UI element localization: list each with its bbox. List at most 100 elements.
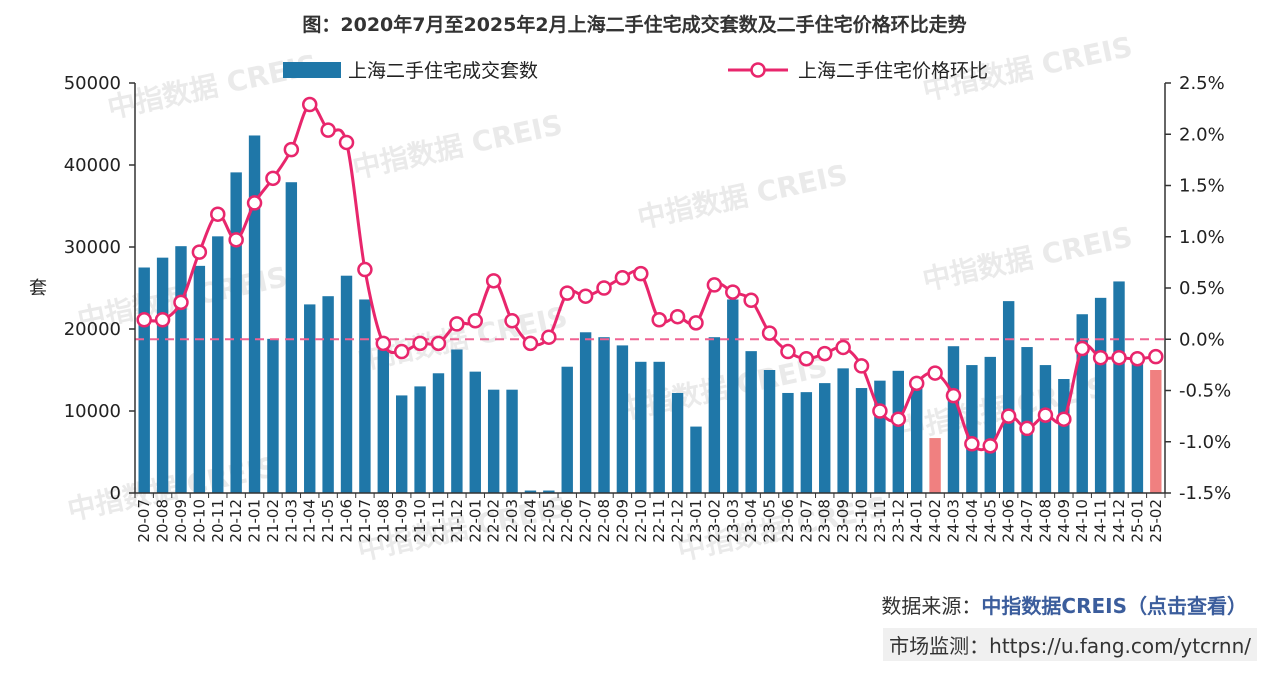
watermark: 中指数据 CREIS bbox=[920, 220, 1136, 297]
x-tick-label: 21-06 bbox=[338, 499, 356, 543]
bar bbox=[377, 349, 390, 493]
bar bbox=[193, 265, 206, 493]
right-tick-label: 1.5% bbox=[1179, 176, 1225, 197]
x-tick-label: 23-04 bbox=[742, 499, 760, 543]
line-point bbox=[357, 261, 373, 278]
x-tick-label: 23-06 bbox=[779, 499, 797, 543]
bar bbox=[267, 338, 279, 493]
line-point bbox=[393, 343, 410, 360]
line-series bbox=[136, 96, 1164, 454]
x-tick-label: 20-09 bbox=[172, 499, 190, 543]
x-tick-label: 23-08 bbox=[816, 499, 834, 543]
x-tick-label: 23-02 bbox=[705, 499, 723, 543]
source-label: 数据来源： bbox=[881, 594, 982, 618]
x-tick-label: 24-04 bbox=[963, 499, 981, 543]
line-point bbox=[798, 350, 815, 367]
left-tick-label: 50000 bbox=[64, 73, 121, 94]
bar bbox=[543, 490, 555, 493]
bar bbox=[1113, 281, 1125, 493]
bar bbox=[745, 351, 757, 493]
x-tick-label: 22-09 bbox=[613, 499, 631, 543]
line-point bbox=[430, 335, 447, 352]
x-tick-label: 21-04 bbox=[301, 499, 319, 543]
line-point bbox=[449, 316, 465, 332]
bar bbox=[1150, 370, 1162, 493]
legend-line-label: 上海二手住宅价格环比 bbox=[798, 60, 988, 82]
bar bbox=[966, 365, 978, 493]
x-tick-label: 20-12 bbox=[227, 499, 245, 543]
bar bbox=[598, 337, 610, 493]
x-tick-label: 22-05 bbox=[540, 499, 558, 543]
line-point bbox=[669, 308, 686, 325]
axes: 0 10000 20000 30000 40000 50000 -1.5% -1.0% -0.5… bbox=[29, 73, 1231, 543]
market-monitor: 市场监测：https://u.fang.com/ytcrnn/ bbox=[883, 628, 1257, 661]
x-tick-label: 21-01 bbox=[246, 499, 264, 543]
bar bbox=[800, 392, 813, 493]
legend-line-marker bbox=[750, 62, 766, 78]
line-point bbox=[1019, 420, 1035, 437]
x-tick-label: 24-12 bbox=[1110, 499, 1128, 543]
x-tick-label: 24-05 bbox=[981, 499, 999, 543]
x-tick-label: 25-01 bbox=[1128, 499, 1146, 543]
x-tick-label: 23-01 bbox=[687, 499, 705, 543]
bar bbox=[727, 299, 739, 493]
line-point bbox=[522, 335, 539, 352]
x-tick-label: 21-11 bbox=[429, 499, 447, 543]
x-tick-label: 21-12 bbox=[448, 499, 466, 543]
line-point bbox=[577, 288, 594, 304]
x-tick-label: 22-02 bbox=[485, 499, 503, 543]
right-tick-label: -1.5% bbox=[1179, 483, 1231, 504]
bar bbox=[984, 356, 996, 493]
line-point bbox=[338, 134, 355, 151]
bar bbox=[285, 182, 298, 493]
bar bbox=[819, 383, 831, 493]
bar bbox=[855, 388, 868, 493]
x-tick-label: 24-03 bbox=[944, 499, 962, 543]
source-link[interactable]: 中指数据CREIS（点击查看） bbox=[981, 594, 1247, 618]
x-tick-label: 23-03 bbox=[724, 499, 742, 543]
bar bbox=[248, 135, 261, 494]
chart-title: 图：2020年7月至2025年2月上海二手住宅成交套数及二手住宅价格环比走势 bbox=[302, 14, 967, 36]
right-tick-label: -0.5% bbox=[1179, 381, 1231, 402]
bar bbox=[1094, 297, 1107, 493]
x-tick-label: 21-07 bbox=[356, 499, 374, 543]
bar bbox=[892, 370, 905, 493]
line-point bbox=[467, 313, 484, 329]
monitor-url[interactable]: https://u.fang.com/ytcrnn/ bbox=[989, 634, 1251, 658]
x-tick-label: 23-11 bbox=[871, 499, 889, 543]
line-point bbox=[1111, 349, 1127, 366]
right-tick-label: 1.0% bbox=[1179, 227, 1225, 248]
line-point bbox=[688, 315, 704, 331]
left-tick-label: 20000 bbox=[64, 319, 121, 340]
x-tick-label: 22-07 bbox=[577, 499, 595, 543]
left-axis-label: 套 bbox=[29, 278, 47, 299]
bar bbox=[874, 380, 886, 493]
line-point bbox=[246, 195, 263, 211]
bar bbox=[910, 378, 923, 493]
line-point bbox=[154, 312, 171, 328]
line-point bbox=[412, 335, 428, 352]
bar bbox=[579, 332, 592, 493]
bar bbox=[340, 275, 353, 493]
x-tick-label: 22-01 bbox=[466, 499, 484, 543]
left-tick-label: 10000 bbox=[64, 401, 121, 422]
line-point bbox=[725, 284, 741, 300]
legend-bar-label: 上海二手住宅成交套数 bbox=[348, 60, 538, 82]
legend: 上海二手住宅成交套数 上海二手住宅价格环比 bbox=[283, 60, 988, 82]
bar bbox=[359, 299, 371, 493]
line-point bbox=[1056, 411, 1072, 427]
line-point bbox=[908, 375, 925, 392]
bar bbox=[947, 346, 960, 493]
bar bbox=[1002, 301, 1015, 493]
bar bbox=[1131, 363, 1144, 493]
watermark: 中指数据 CREIS bbox=[350, 108, 566, 185]
line-point bbox=[1129, 350, 1146, 367]
bar bbox=[175, 246, 187, 493]
right-tick-label: 0.0% bbox=[1179, 329, 1225, 350]
line-point bbox=[485, 273, 502, 289]
x-tick-label: 22-08 bbox=[595, 499, 613, 543]
right-tick-label: 0.5% bbox=[1179, 278, 1225, 299]
line-point bbox=[780, 343, 796, 360]
line-point bbox=[504, 313, 520, 329]
